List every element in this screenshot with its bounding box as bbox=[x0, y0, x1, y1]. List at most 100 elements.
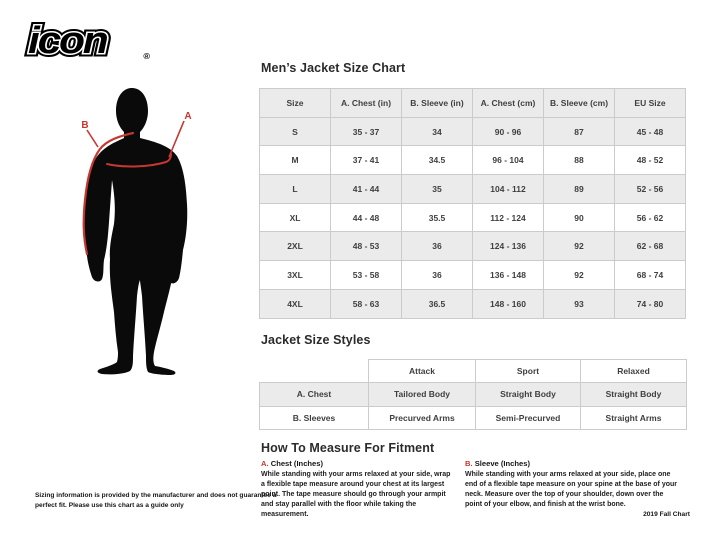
table-cell: 88 bbox=[543, 145, 615, 176]
table-cell: Straight Arms bbox=[580, 405, 687, 430]
table-row: M 37 - 41 34.5 96 - 104 88 48 - 52 bbox=[259, 145, 686, 176]
table-cell: 62 - 68 bbox=[614, 231, 686, 262]
table-cell: B. Sleeves bbox=[259, 405, 369, 430]
measure-chest-body: While standing with your arms relaxed at… bbox=[261, 471, 451, 518]
table-cell: 92 bbox=[543, 231, 615, 262]
table-cell: 53 - 58 bbox=[330, 260, 402, 290]
column-header: EU Size bbox=[614, 88, 686, 118]
measure-chest-heading-text: Chest (Inches) bbox=[268, 459, 324, 468]
table-cell: A. Chest bbox=[259, 382, 369, 407]
column-header: A. Chest (cm) bbox=[472, 88, 544, 118]
table-cell: XL bbox=[259, 202, 331, 233]
table-row: 4XL 58 - 63 36.5 148 - 160 93 74 - 80 bbox=[259, 288, 686, 319]
table-row: A. Chest Tailored Body Straight Body Straig… bbox=[259, 382, 687, 407]
measure-chest-letter: A. bbox=[261, 459, 269, 468]
column-header: Size bbox=[259, 88, 331, 118]
table-row: L 41 - 44 35 104 - 112 89 52 - 56 bbox=[259, 174, 686, 204]
table-cell: 93 bbox=[543, 288, 615, 319]
table-cell: 90 bbox=[543, 202, 615, 233]
style-chart-table: Attack Sport Relaxed A. Chest Tailored Body S… bbox=[259, 358, 687, 430]
table-cell: 92 bbox=[543, 260, 615, 290]
table-cell: Tailored Body bbox=[368, 382, 476, 407]
table-row: S 35 - 37 34 90 - 96 87 45 - 48 bbox=[259, 116, 686, 147]
table-cell: 74 - 80 bbox=[614, 288, 686, 319]
table-cell: 35 bbox=[401, 174, 473, 204]
table-cell: M bbox=[259, 145, 331, 176]
table-cell: 4XL bbox=[259, 288, 331, 319]
logo-text: icon bbox=[28, 20, 109, 62]
label-a: A bbox=[184, 111, 191, 122]
table-cell: 104 - 112 bbox=[472, 174, 544, 204]
table-cell: 34.5 bbox=[401, 145, 473, 176]
logo-white-stroke-layer: icon bbox=[26, 20, 110, 62]
column-header: A. Chest (in) bbox=[330, 88, 402, 118]
table-row: 2XL 48 - 53 36 124 - 136 92 62 - 68 bbox=[259, 231, 686, 262]
table-cell: 36 bbox=[401, 260, 473, 290]
header-row: Attack Sport Relaxed bbox=[259, 358, 687, 384]
size-chart-table: Size A. Chest (in) B. Sleeve (in) A. Chest … bbox=[259, 88, 686, 319]
body-silhouette-figure: A B bbox=[81, 88, 192, 375]
measure-sleeve-body: While standing with your arms relaxed at… bbox=[465, 471, 677, 508]
table-cell: 112 - 124 bbox=[472, 202, 544, 233]
column-header: Relaxed bbox=[580, 358, 687, 384]
table-cell: 37 - 41 bbox=[330, 145, 402, 176]
label-b-leader-line bbox=[86, 129, 99, 148]
table-cell: Straight Body bbox=[580, 382, 687, 407]
table-cell: 148 - 160 bbox=[472, 288, 544, 319]
table-row: XL 44 - 48 35.5 112 - 124 90 56 - 62 bbox=[259, 202, 686, 233]
silhouette-shape bbox=[83, 88, 188, 375]
logo-outline-layer: icon bbox=[24, 19, 113, 64]
table-cell: 35 - 37 bbox=[330, 116, 402, 147]
table-row: 3XL 53 - 58 36 136 - 148 92 68 - 74 bbox=[259, 260, 686, 290]
table-cell: 56 - 62 bbox=[614, 202, 686, 233]
table-cell: L bbox=[259, 174, 331, 204]
table-cell: 44 - 48 bbox=[330, 202, 402, 233]
measure-sleeve-column: B. Sleeve (Inches) While standing with y… bbox=[465, 459, 679, 520]
table-cell: 96 - 104 bbox=[472, 145, 544, 176]
measure-chest-column: A. Chest (Inches) While standing with yo… bbox=[261, 459, 453, 520]
chart-version: 2019 Fall Chart bbox=[643, 511, 690, 518]
measure-section-title: How To Measure For Fitment bbox=[261, 441, 435, 455]
table-cell: 36.5 bbox=[401, 288, 473, 319]
table-cell: 90 - 96 bbox=[472, 116, 544, 147]
table-cell: S bbox=[259, 116, 331, 147]
table-row: B. Sleeves Precurved Arms Semi-Precurved St… bbox=[259, 405, 687, 430]
icon-brand-logo: icon icon icon ® bbox=[24, 19, 185, 68]
label-b: B bbox=[81, 120, 88, 131]
size-chart-title: Men’s Jacket Size Chart bbox=[261, 61, 406, 75]
column-header: Attack bbox=[368, 358, 476, 384]
measure-sleeve-letter: B. bbox=[465, 459, 473, 468]
table-cell: 34 bbox=[401, 116, 473, 147]
header-row: Size A. Chest (in) B. Sleeve (in) A. Chest … bbox=[259, 88, 686, 118]
style-chart-title: Jacket Size Styles bbox=[261, 333, 371, 347]
table-cell: 136 - 148 bbox=[472, 260, 544, 290]
table-cell: 45 - 48 bbox=[614, 116, 686, 147]
table-cell: 87 bbox=[543, 116, 615, 147]
table-cell: Precurved Arms bbox=[368, 405, 476, 430]
chest-measure-line bbox=[106, 153, 172, 168]
sizing-disclaimer: Sizing information is provided by the ma… bbox=[35, 492, 277, 509]
table-cell: 89 bbox=[543, 174, 615, 204]
measure-chest-heading: A. Chest (Inches) bbox=[261, 459, 453, 468]
column-header bbox=[259, 359, 369, 383]
sleeve-measure-line bbox=[82, 131, 135, 256]
table-cell: 35.5 bbox=[401, 202, 473, 233]
table-cell: 58 - 63 bbox=[330, 288, 402, 319]
table-cell: 41 - 44 bbox=[330, 174, 402, 204]
table-cell: Semi-Precurved bbox=[475, 405, 581, 430]
table-cell: Straight Body bbox=[475, 382, 581, 407]
table-cell: 36 bbox=[401, 231, 473, 262]
table-cell: 48 - 53 bbox=[330, 231, 402, 262]
column-header: B. Sleeve (cm) bbox=[543, 88, 615, 118]
table-cell: 52 - 56 bbox=[614, 174, 686, 204]
table-cell: 68 - 74 bbox=[614, 260, 686, 290]
measure-sleeve-heading: B. Sleeve (Inches) bbox=[465, 459, 679, 468]
table-cell: 48 - 52 bbox=[614, 145, 686, 176]
table-cell: 2XL bbox=[259, 231, 331, 262]
measure-instructions: A. Chest (Inches) While standing with yo… bbox=[261, 459, 679, 520]
table-cell: 3XL bbox=[259, 260, 331, 290]
table-cell: 124 - 136 bbox=[472, 231, 544, 262]
column-header: B. Sleeve (in) bbox=[401, 88, 473, 118]
registered-trademark-symbol: ® bbox=[143, 52, 150, 61]
